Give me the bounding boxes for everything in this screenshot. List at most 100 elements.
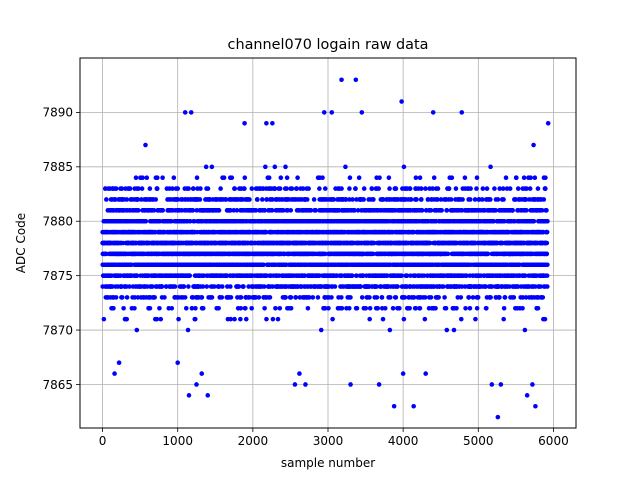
data-point <box>332 284 338 289</box>
data-point <box>414 197 419 202</box>
data-point <box>367 316 372 322</box>
data-point <box>295 175 300 181</box>
data-point <box>247 197 252 202</box>
data-point <box>359 295 365 300</box>
data-point <box>113 295 119 300</box>
data-point <box>353 186 358 191</box>
data-point <box>147 186 153 191</box>
data-point <box>462 175 468 181</box>
data-point <box>203 164 209 170</box>
data-point <box>204 284 210 289</box>
data-point <box>407 305 412 311</box>
data-point <box>310 295 316 300</box>
data-point <box>140 175 145 181</box>
data-point <box>262 305 267 311</box>
data-point <box>169 305 175 311</box>
data-point <box>283 295 288 300</box>
data-point <box>186 284 191 289</box>
data-point <box>127 186 133 191</box>
data-point <box>187 218 193 224</box>
data-point <box>387 295 393 300</box>
data-point <box>219 295 225 300</box>
data-point <box>422 316 428 322</box>
data-point <box>194 175 200 181</box>
data-point <box>228 208 233 213</box>
data-point <box>232 316 237 322</box>
data-point <box>212 284 217 289</box>
data-point <box>445 251 451 257</box>
data-point <box>318 327 324 333</box>
data-point <box>175 197 181 202</box>
data-point <box>408 197 414 202</box>
data-point <box>349 273 355 278</box>
data-point <box>293 295 299 300</box>
data-point <box>306 186 311 191</box>
data-point <box>147 305 153 311</box>
data-point <box>339 186 344 191</box>
data-point <box>466 295 472 300</box>
data-point <box>356 175 362 181</box>
data-point <box>423 186 428 191</box>
data-point <box>159 284 165 289</box>
data-point <box>376 186 381 191</box>
data-point <box>134 273 140 278</box>
data-point <box>228 284 233 289</box>
data-point <box>136 186 141 191</box>
data-point <box>143 142 148 148</box>
data-point <box>132 305 137 311</box>
data-point <box>136 208 141 213</box>
data-point <box>216 208 222 213</box>
data-point <box>407 186 413 191</box>
data-point <box>463 305 468 311</box>
data-point <box>311 197 317 202</box>
data-point <box>326 305 331 311</box>
data-point <box>150 284 155 289</box>
data-points <box>100 77 551 420</box>
data-point <box>171 175 177 181</box>
data-point <box>119 295 125 300</box>
data-point <box>221 175 227 181</box>
data-point <box>417 305 423 311</box>
data-point <box>242 175 248 181</box>
data-point <box>199 295 205 300</box>
data-point <box>163 284 169 289</box>
data-point <box>458 295 464 300</box>
data-point <box>433 305 438 311</box>
data-point <box>397 305 402 311</box>
data-point <box>443 305 449 311</box>
data-point <box>223 197 229 202</box>
data-point <box>467 197 473 202</box>
data-point <box>154 175 160 181</box>
data-point <box>209 164 215 170</box>
data-point <box>390 305 396 311</box>
data-point <box>418 186 424 191</box>
data-point <box>162 295 167 300</box>
data-point <box>124 316 130 322</box>
data-point <box>218 186 223 191</box>
data-point <box>243 305 248 311</box>
data-point <box>152 295 157 300</box>
data-point <box>111 305 116 311</box>
data-point <box>172 284 178 289</box>
data-point <box>315 295 321 300</box>
data-point <box>283 164 288 170</box>
data-point <box>330 316 335 322</box>
data-point <box>256 295 262 300</box>
data-point <box>193 305 198 311</box>
data-point <box>277 305 283 311</box>
data-point <box>419 197 424 202</box>
data-point <box>236 284 242 289</box>
data-point <box>241 284 246 289</box>
data-point <box>449 175 455 181</box>
data-point <box>431 175 437 181</box>
data-point <box>259 197 265 202</box>
data-point <box>304 197 310 202</box>
data-point <box>238 295 244 300</box>
data-point <box>266 175 272 181</box>
data-point <box>289 186 295 191</box>
data-point <box>454 305 459 311</box>
data-point <box>229 175 235 181</box>
data-point <box>264 316 269 322</box>
data-point <box>186 186 191 191</box>
